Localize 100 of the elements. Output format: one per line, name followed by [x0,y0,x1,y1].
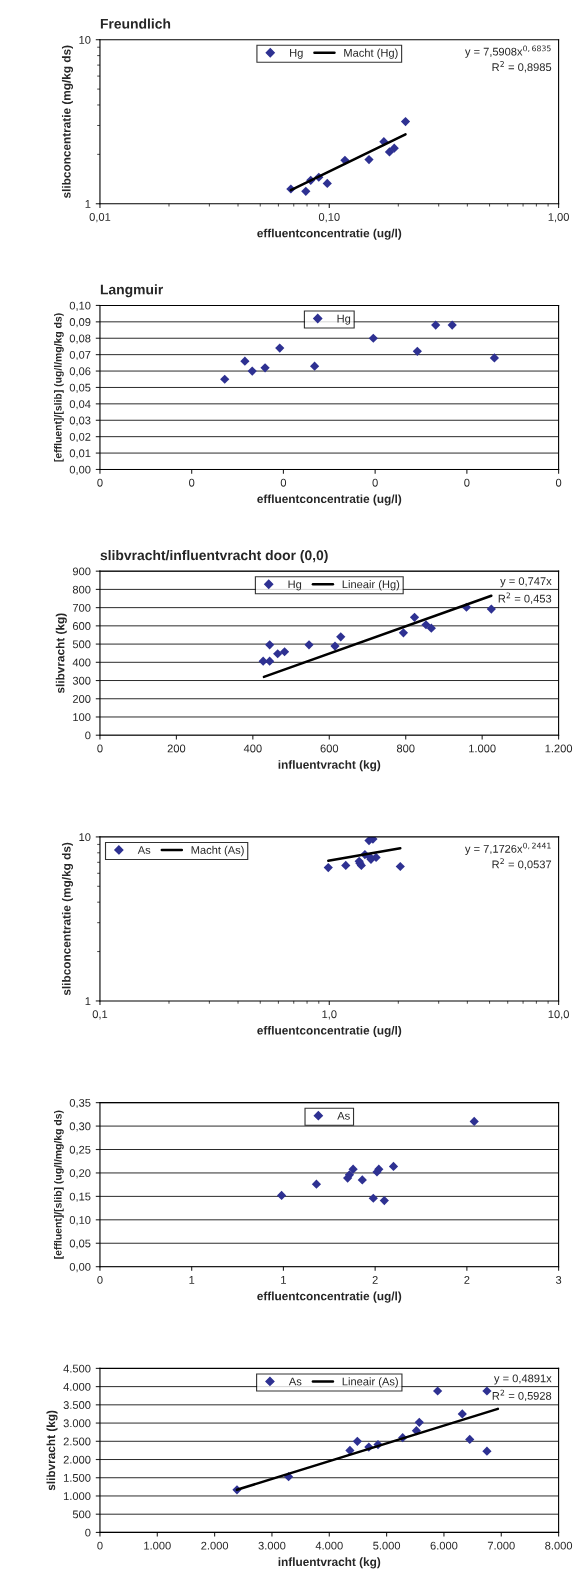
y-tick-label: 0,10 [69,301,91,311]
y-tick-label: 0,02 [69,432,91,443]
legend-label: Lineair (As) [342,1377,398,1388]
y-tick-label: 0,30 [69,1122,91,1132]
y-tick-label: 0,10 [69,1216,91,1226]
legend-label: As [337,1111,350,1120]
y-tick-label: 0 [85,731,91,740]
y-tick-label: 0,07 [69,350,91,361]
y-tick-label: 3.000 [63,1419,91,1428]
y-tick-label: 400 [72,658,91,667]
x-axis-title: effluentconcentratie (ug/l) [257,1025,402,1037]
legend-label: As [137,846,151,854]
y-tick-label: 300 [72,676,91,685]
x-tick-label: 7.000 [487,1541,515,1550]
y-tick-label: 0,25 [69,1145,91,1155]
x-tick-label: 1.200 [545,744,573,753]
x-tick-label: 0 [189,478,195,487]
y-tick-label: 0,15 [69,1192,91,1202]
y-tick-label: 2.500 [63,1437,91,1446]
y-axis-title: [effluent]/[slib] (ug/l/mg/kg ds) [54,1110,64,1259]
y-tick-label: 1 [85,997,91,1005]
y-tick-label: 4.500 [63,1364,91,1373]
y-tick-label: 10 [79,833,91,842]
x-tick-label: 600 [320,744,339,753]
y-tick-label: 0,01 [69,449,91,459]
x-axis-title: influentvracht (kg) [278,1557,381,1569]
annotation: y = 7,1726x$^{0,2441}$ [464,842,551,855]
y-tick-label: 0,05 [69,383,91,393]
legend-label: Macht (As) [191,845,244,857]
y-axis-title: slibvracht (kg) [46,1410,58,1491]
legend-label: As [288,1377,302,1386]
y-tick-label: 0,09 [69,318,91,328]
y-tick-label: 0,05 [69,1239,91,1249]
x-tick-label: 1,00 [548,213,569,223]
y-tick-label: 0,04 [69,400,91,410]
y-tick-label: 1 [85,200,91,208]
x-tick-label: 2.000 [201,1541,229,1550]
y-tick-label: 700 [72,603,91,612]
x-tick-label: 0 [97,1276,103,1284]
y-tick-label: 1.000 [63,1492,91,1501]
y-axis-title: slibconcentratie (mg/kg ds) [61,45,74,199]
y-axis-title: slibconcentratie (mg/kg ds) [61,842,74,996]
x-tick-label: 2 [372,1276,378,1284]
y-tick-label: 200 [72,695,91,703]
legend-label: Hg [337,314,351,325]
y-tick-label: 4.000 [63,1382,91,1391]
x-tick-label: 0,1 [92,1010,108,1020]
x-tick-label: 1.000 [144,1541,171,1550]
y-tick-label: 600 [72,622,91,630]
x-tick-label: 0 [280,478,287,487]
legend-label: Lineair (Hg) [342,580,400,591]
annotation: y = 0,4891x [493,1374,552,1385]
y-tick-label: 500 [72,640,91,649]
chart-title: slibvracht/influentvracht door (0,0) [100,550,328,563]
annotation: R$^{2}$ = 0,0537 [492,858,552,870]
y-tick-label: 1.500 [63,1474,91,1482]
legend-label: Hg [290,49,303,59]
x-axis-title: effluentconcentratie (ug/l) [257,494,402,506]
annotation: R$^{2}$ = 0,5928 [492,1389,552,1402]
x-tick-label: 0 [97,744,103,753]
x-tick-label: 200 [167,744,186,753]
x-tick-label: 1 [281,1276,286,1284]
y-tick-label: 0,03 [69,416,91,426]
x-tick-label: 1,0 [322,1010,337,1020]
y-axis-title: [effluent]/[slib] (ug/l/mg/kg ds) [54,313,64,462]
y-tick-label: 800 [72,585,91,594]
x-tick-label: 0 [372,478,378,487]
y-tick-label: 900 [72,567,91,576]
x-tick-label: 0 [97,478,103,487]
y-tick-label: 3.500 [63,1401,91,1409]
x-axis-title: effluentconcentratie (ug/l) [257,1291,402,1303]
x-axis-title: effluentconcentratie (ug/l) [257,228,402,240]
x-tick-label: 1 [189,1276,195,1284]
x-tick-label: 10,0 [548,1010,569,1020]
x-tick-label: 8.000 [545,1541,573,1550]
x-tick-label: 5.000 [373,1541,401,1550]
x-tick-label: 1.000 [469,744,496,753]
y-tick-label: 0,00 [69,465,91,475]
y-tick-label: 0,08 [69,334,91,344]
annotation: R$^{2}$ = 0,453 [498,592,552,604]
y-tick-label: 0,06 [69,367,91,377]
x-tick-label: 0,10 [318,213,340,223]
y-axis-title: slibvracht (kg) [55,613,67,694]
x-tick-label: 4.000 [315,1541,343,1550]
x-tick-label: 2 [464,1276,470,1284]
y-tick-label: 0,00 [69,1262,91,1273]
x-tick-label: 6.000 [430,1541,458,1550]
annotation: y = 0,747x [500,577,552,588]
y-tick-label: 0,35 [69,1098,91,1109]
y-tick-label: 0,20 [69,1169,91,1179]
annotation: R$^{2}$ = 0,8985 [492,60,552,73]
x-tick-label: 0 [555,478,562,487]
x-tick-label: 800 [396,744,415,753]
y-tick-label: 500 [72,1510,91,1519]
annotation: y = 7,5908x$^{0,6835}$ [464,45,551,58]
x-tick-label: 400 [243,744,262,753]
x-tick-label: 3.000 [258,1541,286,1550]
x-tick-label: 0 [97,1541,103,1550]
y-tick-label: 0 [85,1528,91,1537]
y-tick-label: 10 [79,35,91,44]
